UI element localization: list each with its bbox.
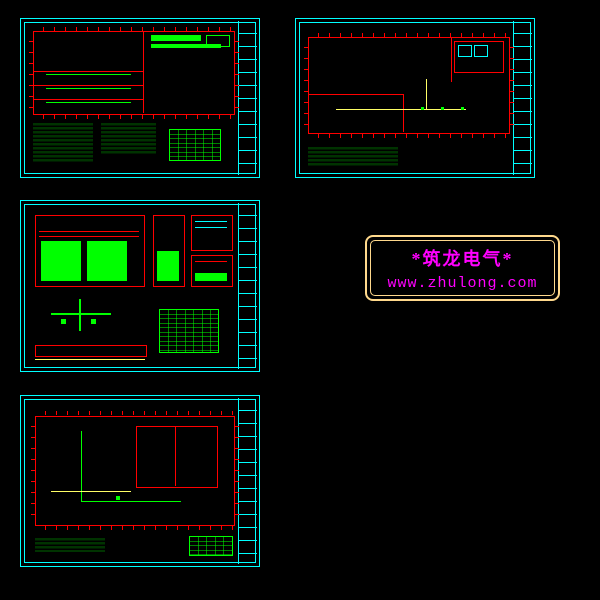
partition <box>143 31 144 113</box>
schedule-table <box>169 129 221 161</box>
partition <box>33 85 143 86</box>
wiring <box>46 74 131 75</box>
rail <box>39 231 139 232</box>
notes-block <box>308 147 398 167</box>
watermark-badge: *筑龙电气* www.zhulong.com <box>365 235 560 301</box>
titleblock <box>513 21 532 175</box>
device <box>441 107 444 110</box>
grid-marks-left <box>31 416 35 524</box>
partition <box>451 37 452 82</box>
device <box>116 496 120 500</box>
grid-marks-right <box>510 37 514 132</box>
grid-marks-left <box>29 31 33 113</box>
cable <box>195 227 227 228</box>
drawing-sheet-2 <box>295 18 535 178</box>
riser <box>51 313 111 315</box>
badge-url: www.zhulong.com <box>387 275 537 292</box>
legend <box>189 536 233 556</box>
grid-marks-top <box>308 33 508 37</box>
cable <box>195 221 227 222</box>
room <box>136 426 218 488</box>
wiring <box>46 102 131 103</box>
drawing-sheet-4 <box>20 395 260 567</box>
panel <box>157 251 179 281</box>
notes-block <box>35 538 105 552</box>
device <box>461 107 464 110</box>
badge-title: *筑龙电气* <box>412 245 514 271</box>
wiring <box>46 88 131 89</box>
node <box>61 319 66 324</box>
detail <box>191 255 233 287</box>
grid-marks-right <box>235 31 239 113</box>
partition <box>403 94 404 132</box>
riser <box>79 299 81 331</box>
partition <box>308 94 403 95</box>
device <box>421 107 424 110</box>
drawing-sheet-1 <box>20 18 260 178</box>
partition <box>175 426 176 486</box>
equipment <box>151 35 201 41</box>
grid-marks-bot <box>33 115 233 119</box>
rail <box>39 236 139 237</box>
equipment <box>458 45 472 57</box>
panel-schedule <box>159 309 219 353</box>
panel <box>41 241 81 281</box>
notes-block <box>101 123 156 155</box>
circuit <box>336 109 466 110</box>
line <box>195 261 227 262</box>
grid-marks-left <box>304 37 308 132</box>
node <box>91 319 96 324</box>
equipment <box>474 45 488 57</box>
partition <box>33 71 143 72</box>
drawing-sheet-3 <box>20 200 260 372</box>
grid-marks-right <box>235 416 239 524</box>
grid-marks-bot <box>35 526 233 530</box>
base <box>35 345 147 357</box>
panel <box>87 241 127 281</box>
notes-block <box>33 123 93 163</box>
wiring <box>81 501 181 502</box>
titleblock <box>238 398 257 564</box>
grid-marks-top <box>35 411 233 415</box>
fill <box>195 273 227 281</box>
equipment <box>206 35 230 47</box>
grid-marks-bot <box>308 134 508 138</box>
titleblock <box>238 203 257 369</box>
circuit <box>426 79 427 109</box>
titleblock <box>238 21 257 175</box>
circuit <box>51 491 131 492</box>
dim <box>35 359 145 360</box>
partition <box>33 99 143 100</box>
badge-inner: *筑龙电气* www.zhulong.com <box>370 240 555 296</box>
grid-marks-top <box>33 27 233 31</box>
